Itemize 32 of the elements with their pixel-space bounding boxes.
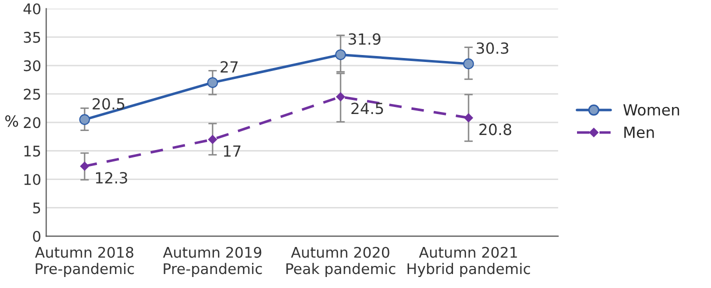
data-label: 27 (220, 61, 238, 72)
data-label: 12.3 (96, 172, 128, 184)
y-axis-title: % (5, 115, 18, 127)
point (463, 58, 474, 70)
legend-label: Men (624, 126, 654, 138)
point (335, 49, 346, 60)
y-tick-label: 15 (24, 146, 40, 157)
legend-label: Women (623, 104, 680, 116)
y-tick-label: 35 (24, 32, 40, 43)
x-tick-label: Autumn 2018 Pre-pandemic (35, 246, 134, 278)
y-tick-label: 25 (24, 88, 40, 100)
x-tick-label: Autumn 2020 Peak pandemic (286, 246, 396, 278)
x-tick-label: Autumn 2021 Hybrid pandemic (408, 246, 530, 278)
x-tick-label: Autumn 2019 Pre-pandemic (163, 246, 262, 278)
data-label: 20.8 (479, 124, 512, 136)
point (207, 77, 218, 88)
y-tick-label: 5 (33, 202, 40, 214)
data-label: 24.5 (351, 102, 383, 114)
y-tick-label: 40 (24, 3, 40, 14)
y-tick-label: 10 (24, 174, 40, 186)
point (336, 92, 346, 102)
data-label: 17 (224, 145, 240, 157)
data-label: 31.9 (348, 33, 380, 45)
point (464, 113, 473, 122)
point (208, 135, 218, 144)
point (80, 162, 90, 171)
data-label: 30.3 (476, 42, 508, 54)
y-tick-label: 30 (24, 60, 40, 72)
data-label: 20.5 (92, 98, 124, 110)
y-tick-label: 0 (33, 230, 40, 242)
y-tick-label: 20 (24, 117, 40, 128)
point (79, 114, 90, 125)
